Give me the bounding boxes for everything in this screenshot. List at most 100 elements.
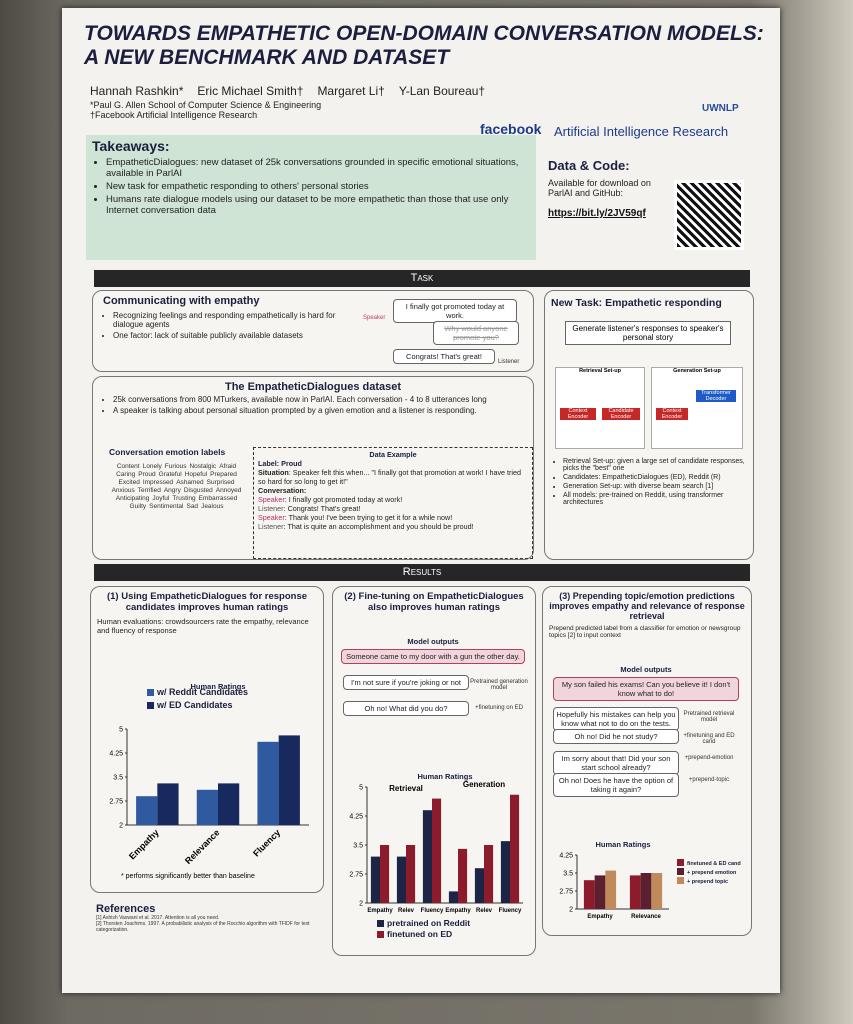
list-item: Hopeful (184, 471, 208, 478)
legend-label: finetuned on ED (387, 929, 452, 939)
x-tick-label: Empathy (587, 914, 613, 920)
new-task-box: New Task: Empathetic responding Generate… (544, 290, 754, 560)
x-tick-label: Empathy (445, 908, 471, 914)
panel-desc: Human evaluations: crowdsourcers rate th… (97, 617, 309, 635)
turn-role: Listener (258, 522, 284, 531)
takeaways-box: Takeaways: EmpatheticDialogues: new data… (86, 135, 536, 260)
block: Transformer Decoder (696, 390, 736, 402)
y-tick-label: 2.75 (559, 889, 573, 896)
list-item: Jealous (201, 503, 224, 510)
bar (583, 880, 595, 909)
legend-label: w/ Reddit Candidates (156, 687, 248, 697)
org: facebook (480, 121, 542, 137)
list-item: Candidates: EmpatheticDialogues (ED), Re… (563, 474, 753, 481)
turns: Speaker: I finally got promoted today at… (258, 495, 528, 531)
x-tick-label: Relev (398, 908, 415, 914)
chart-title: Human Ratings (190, 682, 245, 691)
y-tick-label: 3.5 (353, 843, 363, 850)
dataset-list: 25k conversations from 800 MTurkers, ava… (101, 395, 525, 415)
bar (196, 789, 218, 825)
list-item: Annoyed (215, 487, 242, 494)
list-item: *Paul G. Allen School of Computer Scienc… (90, 100, 322, 110)
panel-heading: (1) Using EmpatheticDialogues for respon… (106, 591, 308, 613)
legend-label: pretrained on Reddit (387, 918, 470, 928)
turn-text: : Thank you! I've been trying to get it … (284, 513, 453, 522)
response-tag: Pretrained generation model (470, 679, 528, 691)
new-task-heading: New Task: Empathetic responding (551, 297, 722, 309)
retrieval-diagram: Retrieval Set-up Context Encoder Candida… (555, 367, 645, 449)
list-item: Lonely (142, 463, 162, 470)
y-tick-label: 4.25 (349, 814, 363, 821)
bar (422, 810, 432, 903)
list-item: Humans rate dialogue models using our da… (106, 194, 536, 216)
logo: UWNLP (702, 103, 739, 114)
y-tick-label: 5 (119, 727, 123, 734)
turn-role: Speaker (258, 495, 285, 504)
result-panel: (2) Fine-tuning on EmpatheticDialogues a… (332, 586, 536, 956)
response-bubble: Hopefully his mistakes can help you know… (553, 707, 679, 731)
legend-swatch (677, 868, 684, 875)
chart: Human Ratings 2 2.75 3.5 4.25 Empathy Relevanc… (559, 840, 741, 920)
x-tick-label: Relev (476, 908, 493, 914)
list-item: 25k conversations from 800 MTurkers, ava… (113, 395, 525, 404)
panel-heading: (2) Fine-tuning on EmpatheticDialogues a… (344, 591, 524, 613)
communicating-heading: Communicating with empathy (103, 295, 260, 307)
legend-label: finetuned & ED cand (687, 861, 741, 867)
bar (278, 735, 300, 825)
takeaways-list: EmpatheticDialogues: new dataset of 25k … (86, 157, 536, 216)
new-task-box-text: Generate listener's responses to speaker… (565, 321, 731, 345)
turn: Listener: Congrats! That's great! (258, 504, 528, 513)
list-item: New task for empathetic responding to ot… (106, 181, 536, 192)
data-link[interactable]: https://bit.ly/2JV59qf (548, 208, 646, 219)
example-heading: Data Example (369, 450, 417, 459)
turn: Speaker: Thank you! I've been trying to … (258, 513, 528, 522)
list-item: [2] Thorsten Joachims. 1997. A probabili… (96, 921, 310, 933)
y-tick-label: 2 (359, 901, 363, 908)
example-label: Label: Proud (258, 459, 302, 468)
panel-desc: Prepend predicted label from a classifie… (549, 625, 741, 639)
results-banner: Results (94, 564, 750, 581)
new-task-list: Retrieval Set-up: given a large set of c… (551, 456, 753, 508)
list-item: Ashamed (176, 479, 204, 486)
bar (484, 845, 494, 903)
response-bubble: I'm not sure if you're joking or not (343, 675, 469, 690)
legend-swatch (677, 877, 684, 884)
x-tick-label: Relevance (183, 827, 222, 866)
x-tick-label: Fluency (499, 908, 522, 914)
y-tick-label: 4.25 (559, 853, 573, 860)
emotion-cloud: Content Lonely Furious Nostalgic Afraid Carin… (109, 463, 244, 511)
bar (629, 875, 641, 909)
list-item: Impressed (142, 479, 174, 486)
y-tick-label: 2 (119, 823, 123, 830)
list-item: Trusting (172, 495, 196, 502)
bar (448, 891, 458, 903)
list-item: †Facebook Artificial Intelligence Resear… (90, 110, 258, 120)
legend-swatch (677, 859, 684, 866)
takeaways-heading: Takeaways: (92, 138, 170, 154)
references-heading: References (96, 903, 156, 915)
chart-title: Human Ratings (417, 772, 472, 781)
list-item: Angry (163, 487, 181, 494)
list-item: A speaker is talking about personal situ… (113, 406, 525, 415)
list-item: Recognizing feelings and responding empa… (113, 311, 363, 329)
response-tag: +finetuning on ED (475, 705, 523, 711)
list-item: Excited (118, 479, 140, 486)
references: References [1] Ashish Vaswani et al. 201… (96, 903, 321, 933)
qr-code (674, 180, 744, 250)
bar (370, 856, 380, 903)
turn: Listener: That is quite an accomplishmen… (258, 522, 528, 531)
response-bubble: Oh no! Does he have the option of taking… (553, 773, 679, 797)
list-item: Caring (116, 471, 136, 478)
setup-label: Generation Set-up (673, 368, 721, 374)
y-tick-label: 3.5 (563, 871, 573, 878)
bar (510, 794, 520, 903)
y-tick-label: 2 (569, 907, 573, 914)
list-item: Hannah Rashkin* (90, 84, 184, 98)
references-list: [1] Ashish Vaswani et al. 2017. Attentio… (96, 915, 321, 933)
communicating-list: Recognizing feelings and responding empa… (101, 311, 363, 340)
result-panel: (1) Using EmpatheticDialogues for respon… (90, 586, 324, 893)
list-item: Sad (186, 503, 199, 510)
list-item: Surprised (206, 479, 235, 486)
affiliations: *Paul G. Allen School of Computer Scienc… (90, 100, 321, 120)
